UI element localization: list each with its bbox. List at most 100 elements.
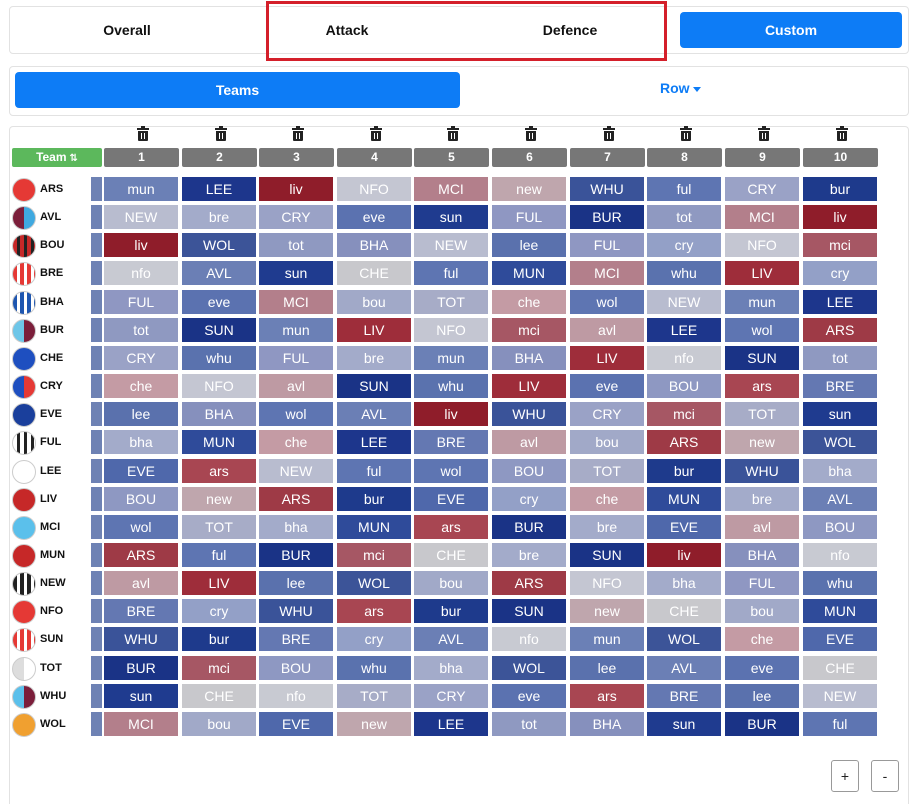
team-column-header[interactable]: Team ⇅ (12, 148, 102, 167)
fixture-cell[interactable]: che (104, 374, 178, 398)
fixture-cell[interactable]: ful (182, 543, 256, 567)
fixture-cell[interactable]: nfo (803, 543, 877, 567)
fixture-cell[interactable]: CRY (259, 205, 333, 229)
fixture-cell[interactable]: avl (259, 374, 333, 398)
fixture-cell[interactable]: che (492, 290, 566, 314)
tab-defence[interactable]: Defence (542, 22, 598, 38)
fixture-cell[interactable]: MCI (104, 712, 178, 736)
fixture-cell[interactable]: TOT (337, 684, 411, 708)
fixture-cell[interactable]: nfo (104, 261, 178, 285)
fixture-cell[interactable]: bur (337, 487, 411, 511)
fixture-cell[interactable]: mun (104, 177, 178, 201)
delete-column-7-trash-icon[interactable] (602, 126, 615, 141)
fixture-cell[interactable]: ars (570, 684, 644, 708)
delete-column-9-trash-icon[interactable] (757, 126, 770, 141)
fixture-cell[interactable]: mci (492, 318, 566, 342)
fixture-cell[interactable]: TOT (725, 402, 799, 426)
fixture-cell[interactable]: nfo (647, 346, 721, 370)
fixture-cell[interactable]: LEE (647, 318, 721, 342)
fixture-cell[interactable]: new (725, 430, 799, 454)
fixture-cell[interactable]: wol (570, 290, 644, 314)
fixture-cell[interactable]: BUR (570, 205, 644, 229)
fixture-cell[interactable]: WHU (492, 402, 566, 426)
fixture-cell[interactable]: bou (725, 599, 799, 623)
fixture-cell[interactable]: LIV (570, 346, 644, 370)
fixture-cell[interactable]: mun (570, 627, 644, 651)
fixture-cell[interactable]: MCI (414, 177, 488, 201)
tab-overall[interactable]: Overall (103, 22, 151, 38)
fixture-cell[interactable]: NEW (803, 684, 877, 708)
fixture-cell[interactable]: MUN (492, 261, 566, 285)
fixture-cell[interactable]: BRE (647, 684, 721, 708)
fixture-cell[interactable]: TOT (414, 290, 488, 314)
fixture-cell[interactable]: liv (259, 177, 333, 201)
fixture-cell[interactable]: ful (337, 459, 411, 483)
fixture-cell[interactable]: mci (182, 656, 256, 680)
delete-column-5-trash-icon[interactable] (446, 126, 459, 141)
fixture-cell[interactable]: whu (182, 346, 256, 370)
fixture-cell[interactable]: LIV (182, 571, 256, 595)
fixture-cell[interactable]: bha (803, 459, 877, 483)
fixture-cell[interactable]: mci (803, 233, 877, 257)
fixture-cell[interactable]: sun (647, 712, 721, 736)
fixture-cell[interactable]: tot (803, 346, 877, 370)
fixture-cell[interactable]: TOT (182, 515, 256, 539)
fixture-cell[interactable]: cry (182, 599, 256, 623)
fixture-cell[interactable]: SUN (337, 374, 411, 398)
fixture-cell[interactable]: BOU (803, 515, 877, 539)
fixture-cell[interactable]: mun (725, 290, 799, 314)
fixture-cell[interactable]: bre (725, 487, 799, 511)
fixture-cell[interactable]: bha (647, 571, 721, 595)
fixture-cell[interactable]: sun (104, 684, 178, 708)
fixture-cell[interactable]: bou (337, 290, 411, 314)
fixture-cell[interactable]: SUN (570, 543, 644, 567)
fixture-cell[interactable]: sun (803, 402, 877, 426)
fixture-cell[interactable]: BHA (725, 543, 799, 567)
fixture-cell[interactable]: ars (414, 515, 488, 539)
fixture-cell[interactable]: SUN (725, 346, 799, 370)
fixture-cell[interactable]: eve (182, 290, 256, 314)
fixture-cell[interactable]: BRE (414, 430, 488, 454)
fixture-cell[interactable]: ARS (492, 571, 566, 595)
fixture-cell[interactable]: CHE (182, 684, 256, 708)
fixture-cell[interactable]: BHA (182, 402, 256, 426)
fixture-cell[interactable]: AVL (414, 627, 488, 651)
fixture-cell[interactable]: ful (647, 177, 721, 201)
fixture-cell[interactable]: cry (803, 261, 877, 285)
fixture-cell[interactable]: bou (570, 430, 644, 454)
delete-column-2-trash-icon[interactable] (214, 126, 227, 141)
fixture-cell[interactable]: WOL (337, 571, 411, 595)
fixture-cell[interactable]: whu (414, 374, 488, 398)
fixture-cell[interactable]: tot (104, 318, 178, 342)
fixture-cell[interactable]: NFO (725, 233, 799, 257)
fixture-cell[interactable]: eve (337, 205, 411, 229)
fixture-cell[interactable]: BOU (647, 374, 721, 398)
fixture-cell[interactable]: BOU (492, 459, 566, 483)
fixture-cell[interactable]: CRY (414, 684, 488, 708)
fixture-cell[interactable]: WOL (647, 627, 721, 651)
fixture-cell[interactable]: CHE (414, 543, 488, 567)
fixture-cell[interactable]: wol (414, 459, 488, 483)
fixture-cell[interactable]: new (492, 177, 566, 201)
fixture-cell[interactable]: tot (492, 712, 566, 736)
fixture-cell[interactable]: avl (570, 318, 644, 342)
fixture-cell[interactable]: liv (647, 543, 721, 567)
fixture-cell[interactable]: eve (492, 684, 566, 708)
fixture-cell[interactable]: bre (337, 346, 411, 370)
fixture-cell[interactable]: whu (647, 261, 721, 285)
fixture-cell[interactable]: che (725, 627, 799, 651)
fixture-cell[interactable]: avl (725, 515, 799, 539)
fixture-cell[interactable]: lee (492, 233, 566, 257)
fixture-cell[interactable]: FUL (259, 346, 333, 370)
fixture-cell[interactable]: new (570, 599, 644, 623)
fixture-cell[interactable]: bha (104, 430, 178, 454)
row-dropdown[interactable]: Row (660, 80, 701, 96)
fixture-cell[interactable]: ARS (803, 318, 877, 342)
fixture-cell[interactable]: WOL (803, 430, 877, 454)
fixture-cell[interactable]: NFO (182, 374, 256, 398)
fixture-cell[interactable]: new (337, 712, 411, 736)
fixture-cell[interactable]: CRY (725, 177, 799, 201)
delete-column-10-trash-icon[interactable] (835, 126, 848, 141)
fixture-cell[interactable]: tot (647, 205, 721, 229)
fixture-cell[interactable]: LIV (492, 374, 566, 398)
